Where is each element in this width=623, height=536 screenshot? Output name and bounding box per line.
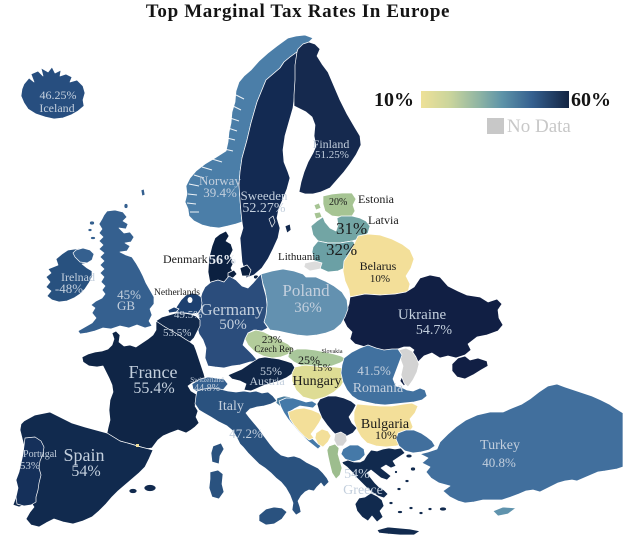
svg-text:Portugal: Portugal bbox=[23, 449, 57, 460]
svg-text:-48%: -48% bbox=[55, 281, 83, 296]
svg-text:25%: 25% bbox=[298, 353, 320, 367]
svg-text:Hungary: Hungary bbox=[293, 374, 342, 389]
svg-text:53%: 53% bbox=[20, 460, 40, 472]
svg-text:46.25%: 46.25% bbox=[40, 88, 77, 102]
svg-text:Sweeden: Sweeden bbox=[241, 188, 288, 203]
svg-text:Czech Rep: Czech Rep bbox=[254, 344, 294, 354]
svg-text:50%: 50% bbox=[219, 317, 247, 333]
svg-text:55.4%: 55.4% bbox=[133, 380, 174, 397]
svg-text:40.8%: 40.8% bbox=[482, 455, 516, 470]
svg-text:49.5%: 49.5% bbox=[174, 309, 202, 321]
svg-text:41.5%: 41.5% bbox=[357, 363, 391, 378]
svg-text:Latvia: Latvia bbox=[368, 213, 399, 227]
svg-text:52.27%: 52.27% bbox=[242, 201, 286, 216]
svg-text:Iceland: Iceland bbox=[39, 101, 74, 115]
svg-text:51.25%: 51.25% bbox=[315, 149, 349, 161]
svg-text:47.2%: 47.2% bbox=[229, 426, 263, 441]
svg-text:23%: 23% bbox=[262, 334, 282, 346]
svg-text:54%: 54% bbox=[344, 467, 370, 482]
svg-text:56%: 56% bbox=[209, 253, 237, 268]
svg-text:31%: 31% bbox=[336, 219, 367, 238]
svg-text:France: France bbox=[129, 362, 178, 382]
svg-text:44.8%: 44.8% bbox=[194, 383, 220, 394]
svg-text:Finland: Finland bbox=[313, 137, 350, 151]
svg-text:55%: 55% bbox=[260, 364, 282, 378]
svg-text:Irelnad: Irelnad bbox=[61, 270, 95, 284]
svg-text:10%: 10% bbox=[370, 273, 390, 285]
svg-text:Spain: Spain bbox=[63, 445, 104, 465]
svg-text:36%: 36% bbox=[294, 300, 322, 316]
svg-text:Netherlands: Netherlands bbox=[154, 288, 200, 298]
svg-text:Estonia: Estonia bbox=[358, 192, 395, 206]
svg-text:GB: GB bbox=[117, 298, 135, 313]
svg-text:Ukraine: Ukraine bbox=[398, 307, 447, 323]
svg-text:Turkey: Turkey bbox=[480, 438, 520, 453]
svg-text:Bulgaria: Bulgaria bbox=[361, 417, 410, 432]
svg-text:60%: 60% bbox=[571, 89, 611, 111]
svg-text:54%: 54% bbox=[71, 463, 100, 480]
svg-text:Greece: Greece bbox=[343, 483, 383, 498]
svg-text:45%: 45% bbox=[117, 287, 141, 302]
svg-text:Italy: Italy bbox=[218, 399, 244, 414]
svg-text:10%: 10% bbox=[375, 428, 397, 442]
svg-text:Denmark: Denmark bbox=[163, 252, 208, 266]
svg-text:Top Marginal Tax Rates In Euro: Top Marginal Tax Rates In Europe bbox=[146, 1, 450, 22]
svg-text:Belarus: Belarus bbox=[360, 259, 397, 273]
svg-text:Germany: Germany bbox=[200, 300, 264, 319]
svg-text:53.5%: 53.5% bbox=[163, 327, 191, 339]
svg-text:20%: 20% bbox=[329, 197, 347, 208]
svg-text:Poland: Poland bbox=[282, 281, 330, 300]
svg-text:32%: 32% bbox=[326, 240, 357, 259]
svg-text:Norway: Norway bbox=[199, 173, 241, 188]
svg-text:54.7%: 54.7% bbox=[416, 323, 453, 338]
svg-text:Switzerland: Switzerland bbox=[190, 376, 224, 384]
svg-text:10%: 10% bbox=[374, 89, 414, 111]
svg-text:Austria: Austria bbox=[249, 374, 285, 388]
svg-text:Slovakia: Slovakia bbox=[322, 349, 343, 355]
svg-text:15%: 15% bbox=[312, 362, 332, 374]
svg-text:39.4%: 39.4% bbox=[203, 185, 237, 200]
svg-text:Lithuania: Lithuania bbox=[278, 251, 320, 263]
svg-text:No Data: No Data bbox=[507, 116, 571, 137]
svg-text:Romania: Romania bbox=[353, 381, 404, 396]
